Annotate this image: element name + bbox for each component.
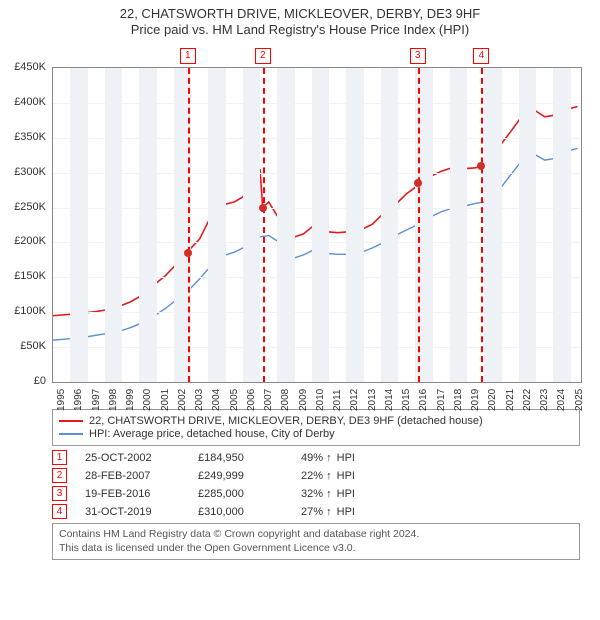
plot-area: 1234 xyxy=(52,67,582,383)
x-tick-label: 2014 xyxy=(384,389,395,411)
x-tick-label: 1995 xyxy=(56,389,67,411)
x-tick-label: 2018 xyxy=(453,389,464,411)
x-tick-label: 2019 xyxy=(470,389,481,411)
x-tick-label: 2002 xyxy=(177,389,188,411)
footer-line1: Contains HM Land Registry data © Crown c… xyxy=(59,528,573,542)
y-tick-label: £0 xyxy=(8,375,46,387)
sale-event-row: 3 19-FEB-2016 £285,000 32% ↑ HPI xyxy=(52,486,580,501)
chart-title-address: 22, CHATSWORTH DRIVE, MICKLEOVER, DERBY,… xyxy=(8,6,592,21)
legend: 22, CHATSWORTH DRIVE, MICKLEOVER, DERBY,… xyxy=(52,409,580,446)
legend-swatch-property xyxy=(59,420,83,422)
legend-swatch-hpi xyxy=(59,433,83,435)
sale-marker-1: 1 xyxy=(180,48,196,64)
y-tick-label: £300K xyxy=(8,166,46,178)
x-tick-label: 2008 xyxy=(280,389,291,411)
x-tick-label: 1996 xyxy=(73,389,84,411)
x-tick-label: 2010 xyxy=(315,389,326,411)
sale-event-price: £184,950 xyxy=(198,452,283,464)
x-tick-label: 2003 xyxy=(194,389,205,411)
legend-row-property: 22, CHATSWORTH DRIVE, MICKLEOVER, DERBY,… xyxy=(59,415,573,427)
sale-event-num: 1 xyxy=(52,450,67,465)
sale-dot-1 xyxy=(184,249,192,257)
sale-event-num: 4 xyxy=(52,504,67,519)
sale-events-table: 1 25-OCT-2002 £184,950 49% ↑ HPI 2 28-FEB-200… xyxy=(52,450,580,519)
sale-event-row: 2 28-FEB-2007 £249,999 22% ↑ HPI xyxy=(52,468,580,483)
x-tick-label: 2006 xyxy=(246,389,257,411)
y-tick-label: £450K xyxy=(8,61,46,73)
chart-area: £0 £50K £100K £150K £200K £250K £300K £350K £400… xyxy=(8,43,592,407)
sale-event-num: 3 xyxy=(52,486,67,501)
x-tick-label: 2017 xyxy=(436,389,447,411)
y-tick-label: £400K xyxy=(8,96,46,108)
x-tick-label: 2023 xyxy=(539,389,550,411)
x-tick-label: 2009 xyxy=(298,389,309,411)
legend-label-property: 22, CHATSWORTH DRIVE, MICKLEOVER, DERBY,… xyxy=(89,415,483,427)
x-tick-label: 2001 xyxy=(160,389,171,411)
x-tick-label: 2007 xyxy=(263,389,274,411)
legend-row-hpi: HPI: Average price, detached house, City… xyxy=(59,428,573,440)
sale-dot-3 xyxy=(414,179,422,187)
sale-event-vs-hpi: 49% ↑ HPI xyxy=(301,452,355,464)
x-tick-label: 2012 xyxy=(349,389,360,411)
sale-event-date: 25-OCT-2002 xyxy=(85,452,180,464)
x-tick-label: 2025 xyxy=(574,389,585,411)
y-tick-label: £250K xyxy=(8,201,46,213)
y-tick-label: £50K xyxy=(8,340,46,352)
sale-marker-3: 3 xyxy=(410,48,426,64)
price-vs-hpi-chart: 22, CHATSWORTH DRIVE, MICKLEOVER, DERBY,… xyxy=(0,0,600,620)
sale-event-vs-hpi: 27% ↑ HPI xyxy=(301,506,355,518)
y-tick-label: £100K xyxy=(8,305,46,317)
x-tick-label: 2005 xyxy=(229,389,240,411)
chart-titles: 22, CHATSWORTH DRIVE, MICKLEOVER, DERBY,… xyxy=(8,6,592,37)
sale-marker-4: 4 xyxy=(473,48,489,64)
sale-event-date: 19-FEB-2016 xyxy=(85,488,180,500)
x-tick-label: 2013 xyxy=(367,389,378,411)
x-tick-label: 2000 xyxy=(142,389,153,411)
sale-event-vs-hpi: 32% ↑ HPI xyxy=(301,488,355,500)
sale-event-date: 31-OCT-2019 xyxy=(85,506,180,518)
y-axis-labels: £0£50K£100K£150K£200K£250K£300K£350K£400… xyxy=(8,67,48,381)
x-tick-label: 2020 xyxy=(487,389,498,411)
sale-event-row: 4 31-OCT-2019 £310,000 27% ↑ HPI xyxy=(52,504,580,519)
sale-event-price: £249,999 xyxy=(198,470,283,482)
x-tick-label: 1999 xyxy=(125,389,136,411)
x-tick-label: 2022 xyxy=(522,389,533,411)
x-tick-label: 2004 xyxy=(211,389,222,411)
x-tick-label: 1997 xyxy=(91,389,102,411)
sale-dot-2 xyxy=(259,204,267,212)
sale-event-price: £285,000 xyxy=(198,488,283,500)
y-tick-label: £150K xyxy=(8,270,46,282)
legend-label-hpi: HPI: Average price, detached house, City… xyxy=(89,428,335,440)
sale-event-vs-hpi: 22% ↑ HPI xyxy=(301,470,355,482)
x-tick-label: 2024 xyxy=(556,389,567,411)
y-tick-label: £200K xyxy=(8,235,46,247)
sale-event-row: 1 25-OCT-2002 £184,950 49% ↑ HPI xyxy=(52,450,580,465)
sale-marker-2: 2 xyxy=(255,48,271,64)
footer: Contains HM Land Registry data © Crown c… xyxy=(52,523,580,560)
sale-event-num: 2 xyxy=(52,468,67,483)
sale-event-date: 28-FEB-2007 xyxy=(85,470,180,482)
x-tick-label: 2016 xyxy=(418,389,429,411)
chart-title-sub: Price paid vs. HM Land Registry's House … xyxy=(8,22,592,37)
footer-line2: This data is licensed under the Open Gov… xyxy=(59,542,573,556)
y-tick-label: £350K xyxy=(8,131,46,143)
x-tick-label: 2021 xyxy=(505,389,516,411)
x-tick-label: 2011 xyxy=(332,389,343,411)
sale-event-price: £310,000 xyxy=(198,506,283,518)
x-tick-label: 2015 xyxy=(401,389,412,411)
x-tick-label: 1998 xyxy=(108,389,119,411)
